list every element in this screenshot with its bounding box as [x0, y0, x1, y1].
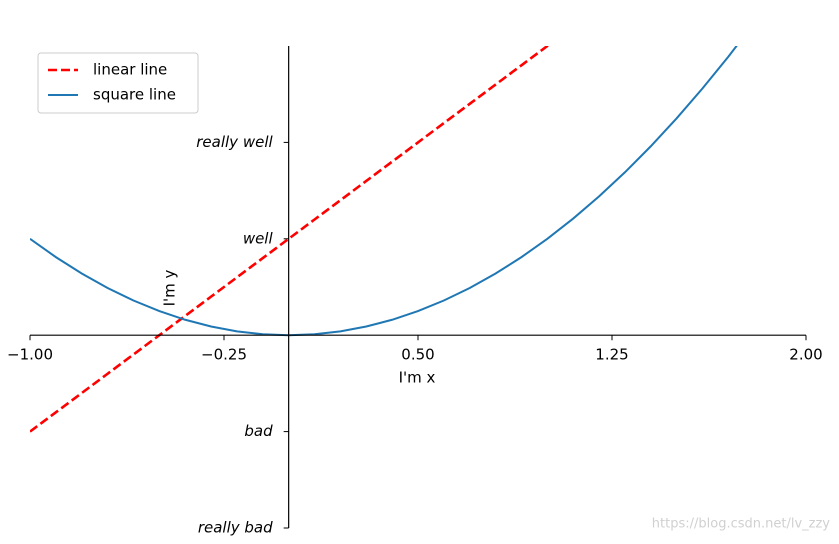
legend-box [37, 52, 199, 114]
x-axis-label: I'm x [399, 369, 436, 387]
y-tick-label: bad [244, 422, 273, 440]
y-tick-label: really bad [198, 519, 273, 537]
series-line [30, 46, 738, 337]
x-tick-label: 0.50 [401, 346, 434, 364]
x-tick-label: 1.25 [595, 346, 628, 364]
x-tick-label: −0.25 [201, 346, 247, 364]
y-tick-label: really well [196, 133, 273, 151]
legend-label: square line [93, 86, 176, 104]
x-tick-label: 2.00 [789, 346, 822, 364]
y-tick-label: well [243, 229, 274, 247]
watermark: https://blog.csdn.net/lv_zzy [652, 517, 831, 532]
y-axis-label: I'm y [161, 269, 179, 306]
x-tick-label: −1.00 [7, 346, 53, 364]
legend-label: linear line [93, 61, 167, 79]
